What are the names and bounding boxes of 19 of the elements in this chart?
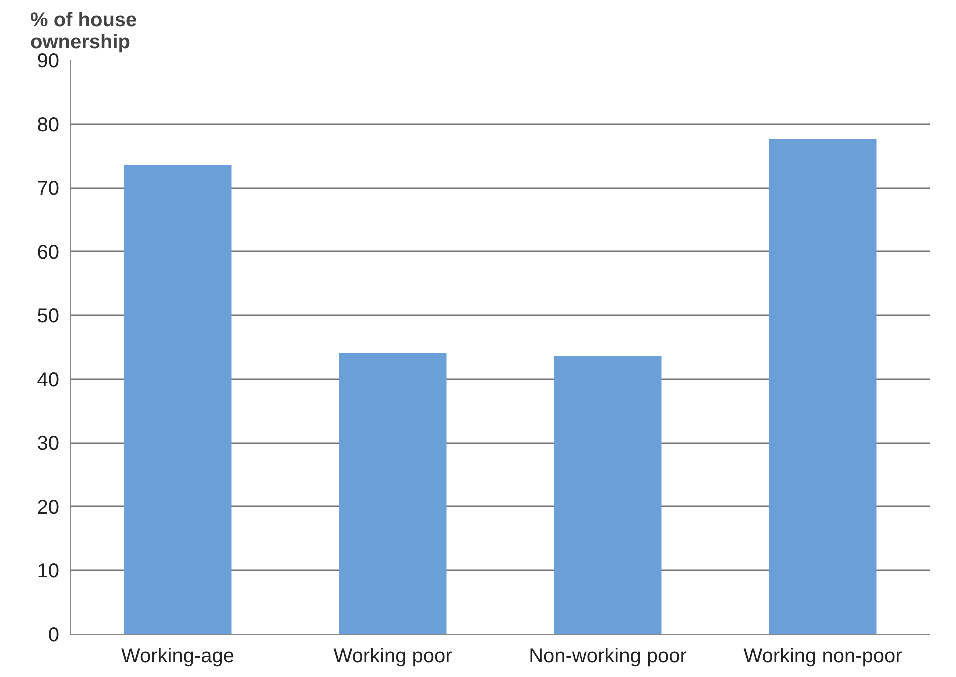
y-tick-label: 20 [37, 496, 60, 519]
bar [554, 356, 662, 634]
y-tick-label: 80 [37, 114, 60, 136]
y-tick-label: 90 [37, 50, 60, 72]
y-tick-label: 70 [37, 178, 60, 200]
y-tick-label: 10 [37, 560, 60, 583]
y-tick-label: 0 [48, 624, 60, 646]
y-tick-label: 60 [37, 242, 60, 264]
x-tick-label: Non-working poor [529, 646, 688, 668]
x-tick-label: Working poor [334, 646, 453, 668]
y-tick-label: 30 [37, 433, 60, 456]
x-tick-label: Working-age [121, 646, 235, 668]
bar [769, 138, 877, 634]
y-tick-label: 50 [37, 306, 60, 328]
bar [124, 165, 232, 634]
y-axis-title: % of house ownership [30, 10, 138, 54]
bar [339, 353, 447, 634]
x-tick-label: Working non-poor [744, 646, 903, 668]
y-tick-label: 40 [37, 369, 60, 392]
